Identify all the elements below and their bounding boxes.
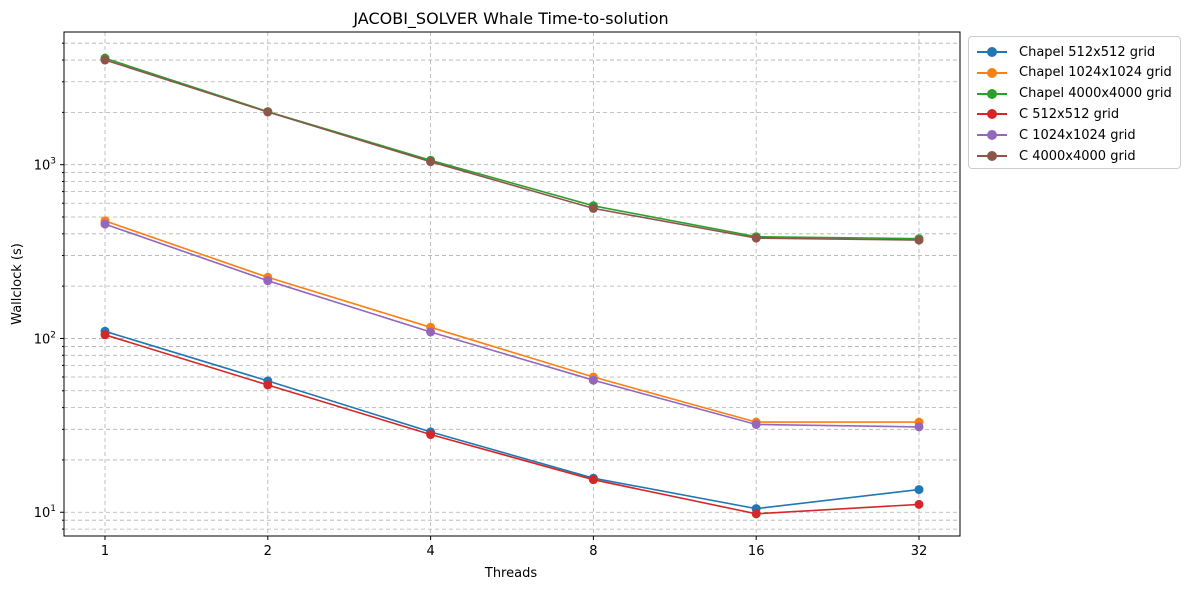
series-c-512x512-grid (100, 330, 924, 519)
data-point (751, 419, 761, 429)
legend-swatch (977, 129, 1007, 141)
data-point (426, 327, 436, 337)
x-tick-label: 4 (426, 544, 434, 559)
legend-label: C 4000x4000 grid (1019, 148, 1136, 164)
data-point (426, 157, 436, 167)
series-chapel-1024x1024-grid (100, 216, 924, 427)
legend-item: Chapel 512x512 grid (977, 42, 1155, 62)
series-c-1024x1024-grid (100, 219, 924, 432)
legend-item: Chapel 1024x1024 grid (977, 63, 1172, 83)
x-tick-label: 16 (748, 544, 765, 559)
x-axis-ticks: 1 2 4 8 16 32 (101, 536, 927, 559)
y-axis-ticks: 101 102 103 (34, 42, 64, 530)
legend-item: C 512x512 grid (977, 104, 1119, 124)
plot-area (63, 31, 961, 537)
x-tick-label: 32 (911, 544, 928, 559)
data-point (263, 107, 273, 117)
data-point (588, 203, 598, 213)
series-chapel-512x512-grid (100, 326, 924, 514)
x-axis-label: Threads (484, 566, 537, 581)
series-line (104, 220, 919, 423)
legend-label: C 512x512 grid (1019, 106, 1120, 122)
data-point (588, 375, 598, 385)
data-point (100, 55, 110, 65)
x-tick-label: 2 (264, 544, 272, 559)
x-tick-label: 8 (589, 544, 597, 559)
legend-swatch (977, 150, 1007, 162)
legend-item: Chapel 4000x4000 grid (977, 84, 1172, 104)
data-point (914, 499, 924, 509)
chart-legend: Chapel 512x512 grid Chapel 1024x1024 grid… (968, 36, 1181, 169)
y-tick-label: 102 (34, 330, 56, 347)
series-lines (100, 53, 924, 519)
legend-swatch (977, 88, 1007, 100)
data-point (100, 219, 110, 229)
data-point (588, 475, 598, 485)
data-point (914, 422, 924, 432)
data-point (263, 276, 273, 286)
series-c-4000x4000-grid (100, 55, 924, 245)
legend-label: C 1024x1024 grid (1019, 127, 1136, 143)
data-point (914, 485, 924, 495)
series-line (104, 57, 920, 240)
legend-item: C 4000x4000 grid (977, 146, 1136, 166)
y-tick-label: 103 (34, 157, 56, 174)
legend-swatch (977, 46, 1007, 58)
legend-label: Chapel 1024x1024 grid (1019, 65, 1172, 81)
data-point (751, 233, 761, 243)
legend-label: Chapel 512x512 grid (1019, 44, 1156, 60)
legend-item: C 1024x1024 grid (977, 125, 1136, 145)
legend-label: Chapel 4000x4000 grid (1019, 86, 1172, 102)
data-point (426, 430, 436, 440)
x-tick-label: 1 (101, 544, 109, 559)
series-line (104, 59, 920, 241)
chart-title: JACOBI_SOLVER Whale Time-to-solution (352, 9, 668, 29)
data-point (100, 330, 110, 340)
series-line (104, 334, 920, 515)
data-point (751, 509, 761, 519)
legend-swatch (977, 67, 1007, 79)
y-axis-label: Wallclock (s) (10, 243, 25, 325)
grid-lines (64, 32, 960, 536)
series-line (104, 223, 920, 428)
data-point (914, 235, 924, 245)
series-line (104, 330, 920, 510)
legend-swatch (977, 108, 1007, 120)
y-tick-label: 101 (34, 504, 56, 521)
data-point (263, 380, 273, 390)
